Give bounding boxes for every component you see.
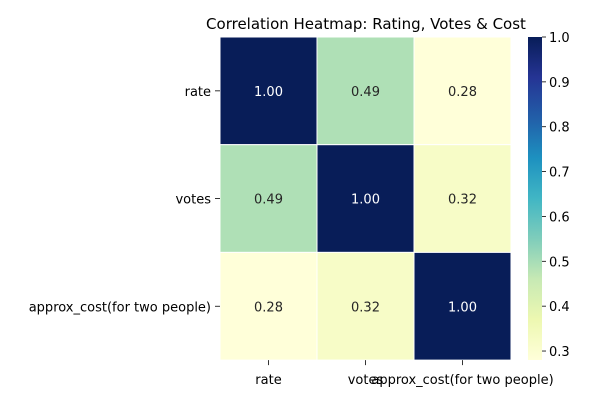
x-tick-label: approx_cost(for two people) bbox=[371, 373, 553, 388]
cell-value-label: 0.49 bbox=[254, 193, 283, 208]
cell-value-label: 1.00 bbox=[254, 85, 283, 100]
colorbar-tick-label: 0.3 bbox=[549, 345, 570, 360]
colorbar-tick-label: 1.0 bbox=[549, 31, 570, 46]
y-tick-label: rate bbox=[185, 85, 211, 100]
y-tick-label: approx_cost(for two people) bbox=[29, 300, 211, 315]
colorbar-tick-label: 0.4 bbox=[549, 300, 570, 315]
heatmap-cells: 1.00 0.49 0.28 0.49 1.00 0.32 0.28 0.32 1.00 bbox=[219, 36, 512, 361]
cell-value-label: 1.00 bbox=[351, 193, 380, 208]
colorbar-tick-label: 0.7 bbox=[549, 166, 570, 181]
x-tick-label: votes bbox=[348, 373, 384, 388]
heatmap-cell-1-0 bbox=[219, 144, 318, 253]
heatmap-cell-2-0 bbox=[219, 251, 318, 361]
cell-value-label: 1.00 bbox=[448, 300, 477, 315]
cell-value-label: 0.28 bbox=[448, 85, 477, 100]
colorbar-tick-label: 0.6 bbox=[549, 210, 570, 225]
cell-value-label: 0.49 bbox=[351, 85, 380, 100]
heatmap-cell-1-1 bbox=[316, 144, 415, 253]
heatmap-cell-2-1 bbox=[316, 251, 415, 361]
heatmap-cell-0-2 bbox=[413, 36, 512, 146]
colorbar-tick-label: 0.9 bbox=[549, 76, 570, 91]
y-tick-label: votes bbox=[175, 193, 211, 208]
colorbar-gradient bbox=[528, 37, 542, 360]
heatmap-cell-1-2 bbox=[413, 144, 512, 253]
chart-title: Correlation Heatmap: Rating, Votes & Cos… bbox=[206, 15, 526, 33]
colorbar-tick-label: 0.5 bbox=[549, 255, 570, 270]
x-tick-label: rate bbox=[255, 373, 281, 388]
colorbar-tick-label: 0.8 bbox=[549, 121, 570, 136]
cell-value-label: 0.32 bbox=[448, 193, 477, 208]
colorbar: 0.3 0.4 0.5 0.6 0.7 0.8 0.9 1.0 bbox=[528, 31, 570, 360]
cell-value-label: 0.32 bbox=[351, 300, 380, 315]
heatmap-cell-2-2 bbox=[413, 251, 512, 361]
y-axis-tick-labels: rate votes approx_cost(for two people) bbox=[29, 85, 220, 315]
cell-value-label: 0.28 bbox=[254, 300, 283, 315]
heatmap-cell-0-1 bbox=[316, 36, 415, 146]
heatmap-cell-0-0 bbox=[219, 36, 318, 146]
